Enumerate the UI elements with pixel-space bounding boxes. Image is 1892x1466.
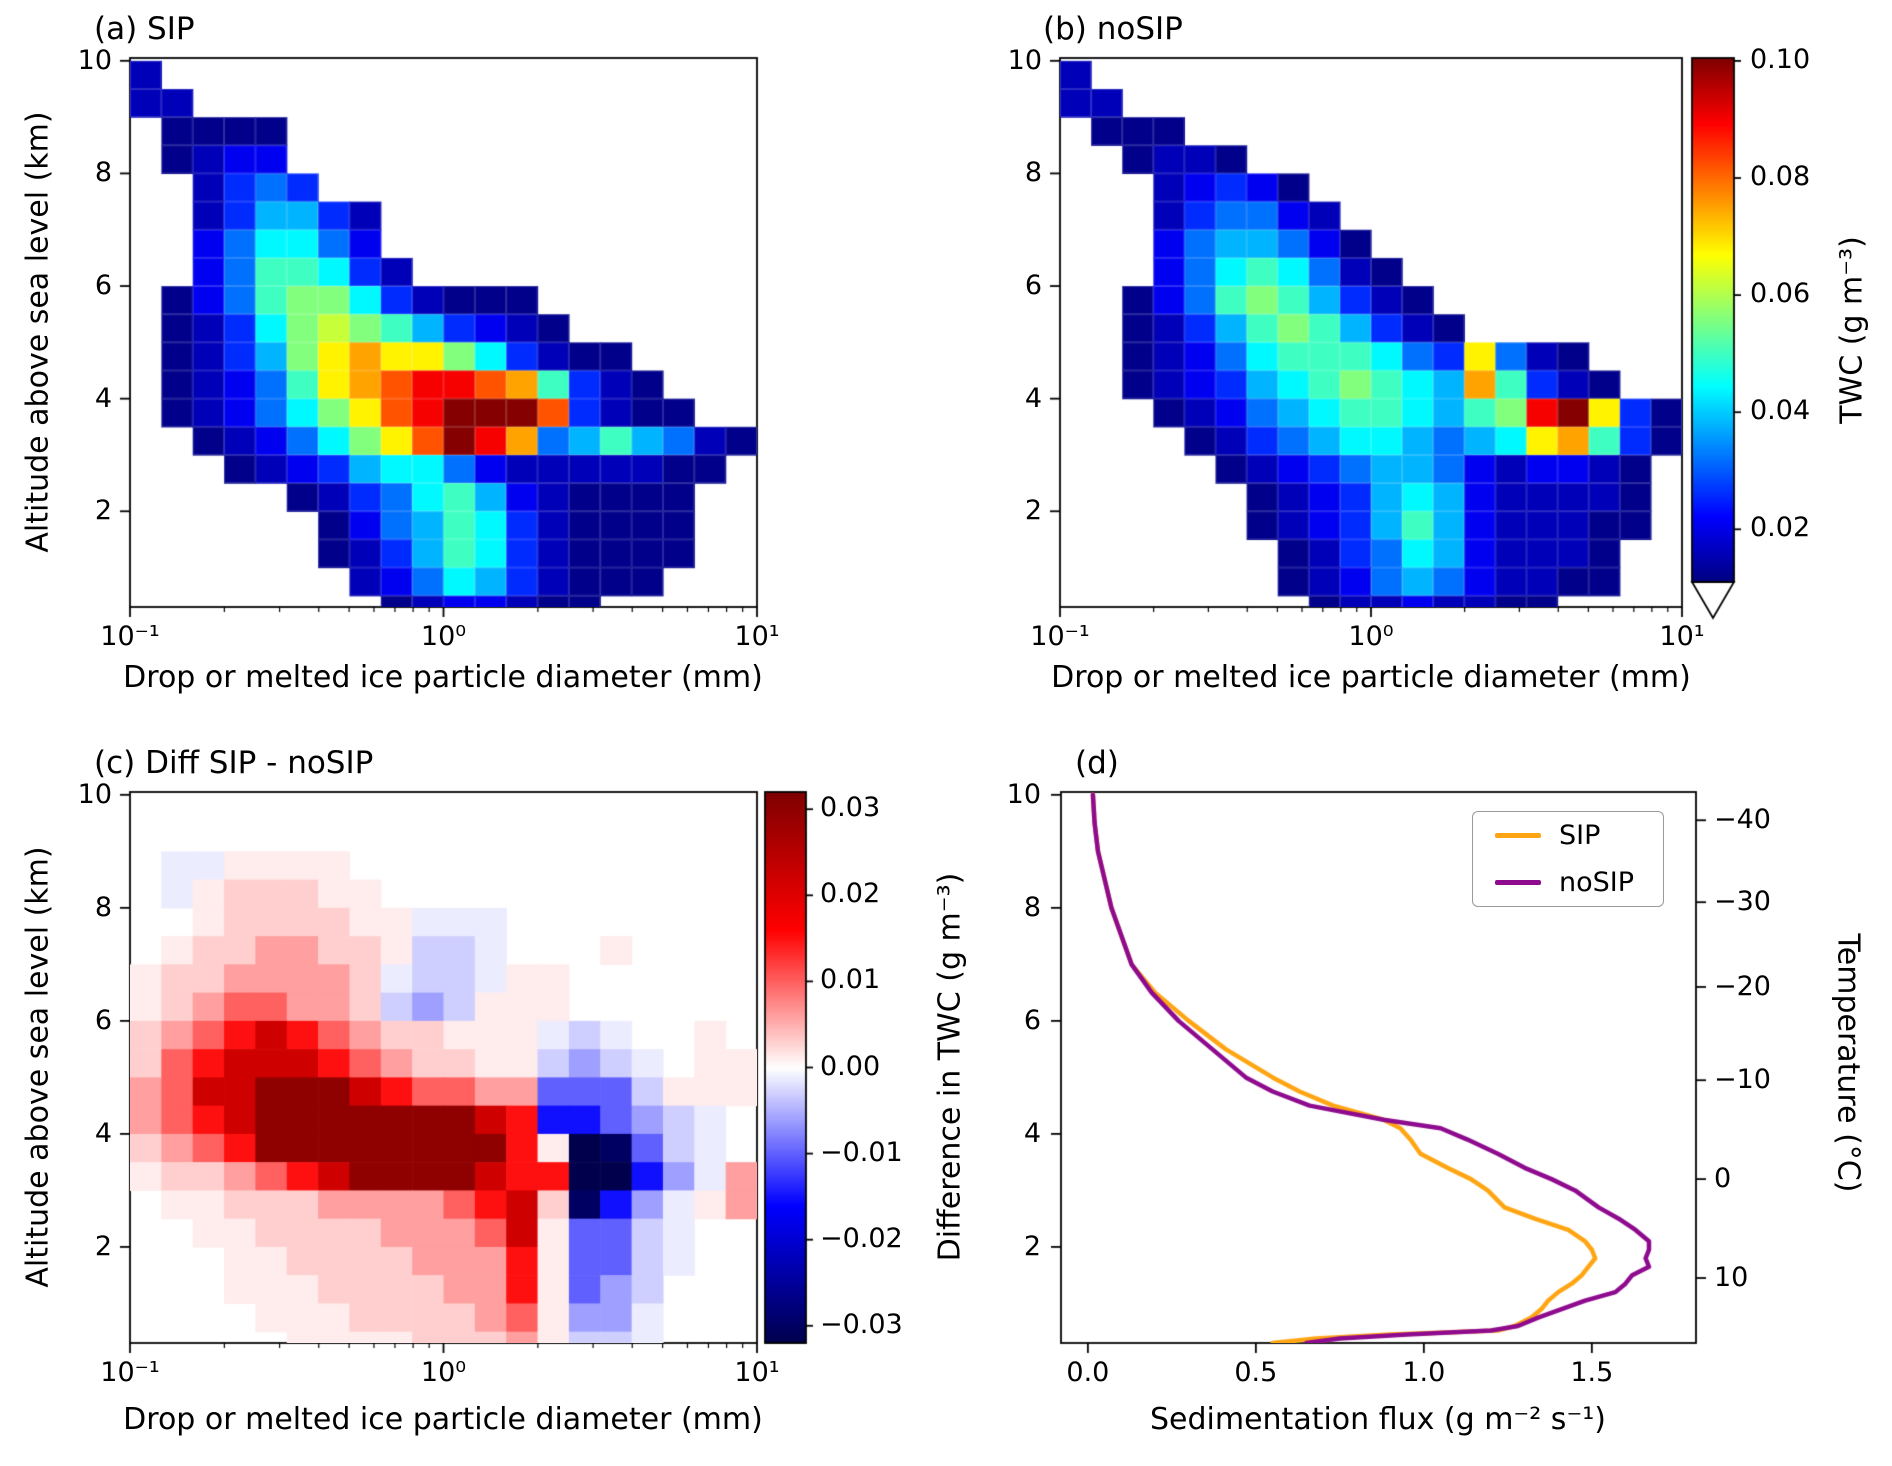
tick-label: 0.01 — [820, 964, 881, 996]
tick-label: 0.02 — [1750, 512, 1811, 544]
tick-label: 4 — [1023, 1117, 1041, 1149]
tick-label: −40 — [1714, 804, 1771, 836]
panel-c-title: (c) Diff SIP - noSIP — [94, 745, 374, 781]
legend: SIP noSIP — [1472, 811, 1664, 907]
legend-label-nosip: noSIP — [1559, 867, 1635, 898]
tick-label: 2 — [94, 1230, 112, 1262]
tick-label: 0.10 — [1750, 43, 1811, 75]
tick-label: 8 — [94, 157, 112, 189]
tick-label: 1.0 — [1402, 1357, 1446, 1388]
tick-label: 10⁻¹ — [1030, 621, 1090, 652]
tick-label: 8 — [1023, 891, 1041, 923]
tick-label: 10 — [77, 778, 112, 810]
tick-label: 4 — [94, 382, 112, 414]
twc-colorbar-label: TWC (g m⁻³) — [1834, 236, 1870, 424]
tick-label: −0.02 — [820, 1222, 903, 1254]
tick-label: 2 — [1023, 1230, 1041, 1262]
heatmap-sip-canvas — [130, 58, 757, 607]
tick-label: 0 — [1714, 1163, 1732, 1195]
panel-d-xlabel: Sedimentation flux (g m⁻² s⁻¹) — [1149, 1402, 1607, 1437]
temperature-axis-label: Temperature (°C) — [1830, 933, 1866, 1193]
tick-label: −0.01 — [820, 1136, 903, 1168]
panel-a-title: (a) SIP — [94, 11, 195, 47]
tick-label: 10 — [1007, 44, 1042, 76]
tick-label: 10⁻¹ — [100, 1357, 160, 1388]
tick-label: 0.04 — [1750, 395, 1811, 427]
tick-label: 0.06 — [1750, 278, 1811, 310]
nosip-line-swatch — [1495, 880, 1541, 885]
tick-label: 8 — [1024, 157, 1042, 189]
tick-label: 0.5 — [1234, 1357, 1278, 1388]
tick-label: 6 — [94, 270, 112, 302]
tick-label: 0.08 — [1750, 161, 1811, 193]
tick-label: 0.00 — [820, 1050, 881, 1082]
tick-label: 10¹ — [1659, 621, 1705, 652]
tick-label: 10 — [77, 44, 112, 76]
tick-label: −10 — [1714, 1064, 1771, 1096]
tick-label: 0.0 — [1066, 1357, 1110, 1388]
legend-item-nosip: noSIP — [1495, 867, 1663, 898]
tick-label: 4 — [1024, 382, 1042, 414]
tick-label: −30 — [1714, 886, 1771, 918]
tick-label: 6 — [1024, 270, 1042, 302]
tick-label: 10 — [1006, 778, 1041, 810]
panel-b-title: (b) noSIP — [1043, 11, 1183, 47]
tick-label: 2 — [1024, 495, 1042, 527]
tick-label: 10¹ — [734, 621, 780, 652]
panel-c-ylabel: Altitude above sea level (km) — [20, 846, 56, 1288]
tick-label: 10⁰ — [420, 621, 467, 652]
tick-label: 1.5 — [1570, 1357, 1614, 1388]
tick-label: 10⁰ — [1348, 621, 1394, 652]
tick-label: 10 — [1714, 1262, 1749, 1293]
tick-label: 2 — [94, 495, 112, 527]
tick-label: 10⁰ — [420, 1357, 467, 1388]
heatmap-diff-canvas — [130, 792, 757, 1343]
tick-label: 0.02 — [820, 878, 881, 910]
tick-label: 10⁻¹ — [100, 621, 160, 652]
tick-label: 0.03 — [820, 792, 881, 824]
tick-label: 6 — [94, 1004, 112, 1036]
tick-label: −20 — [1714, 970, 1771, 1002]
diff-colorbar-label: Difference in TWC (g m⁻³) — [932, 872, 968, 1262]
tick-label: −0.03 — [820, 1308, 903, 1340]
panel-a-ylabel: Altitude above sea level (km) — [20, 111, 56, 553]
sip-line-swatch — [1495, 833, 1541, 838]
tick-label: 4 — [94, 1117, 112, 1149]
panel-b-xlabel: Drop or melted ice particle diameter (mm… — [1051, 660, 1691, 695]
tick-label: 10¹ — [734, 1357, 780, 1388]
panel-d-title: (d) — [1075, 745, 1119, 781]
legend-label-sip: SIP — [1559, 820, 1601, 851]
legend-item-sip: SIP — [1495, 820, 1663, 851]
tick-label: 8 — [94, 891, 112, 923]
panel-c-xlabel: Drop or melted ice particle diameter (mm… — [123, 1402, 763, 1437]
heatmap-nosip-canvas — [1060, 58, 1682, 607]
panel-a-xlabel: Drop or melted ice particle diameter (mm… — [123, 660, 763, 695]
tick-label: 6 — [1023, 1004, 1041, 1036]
